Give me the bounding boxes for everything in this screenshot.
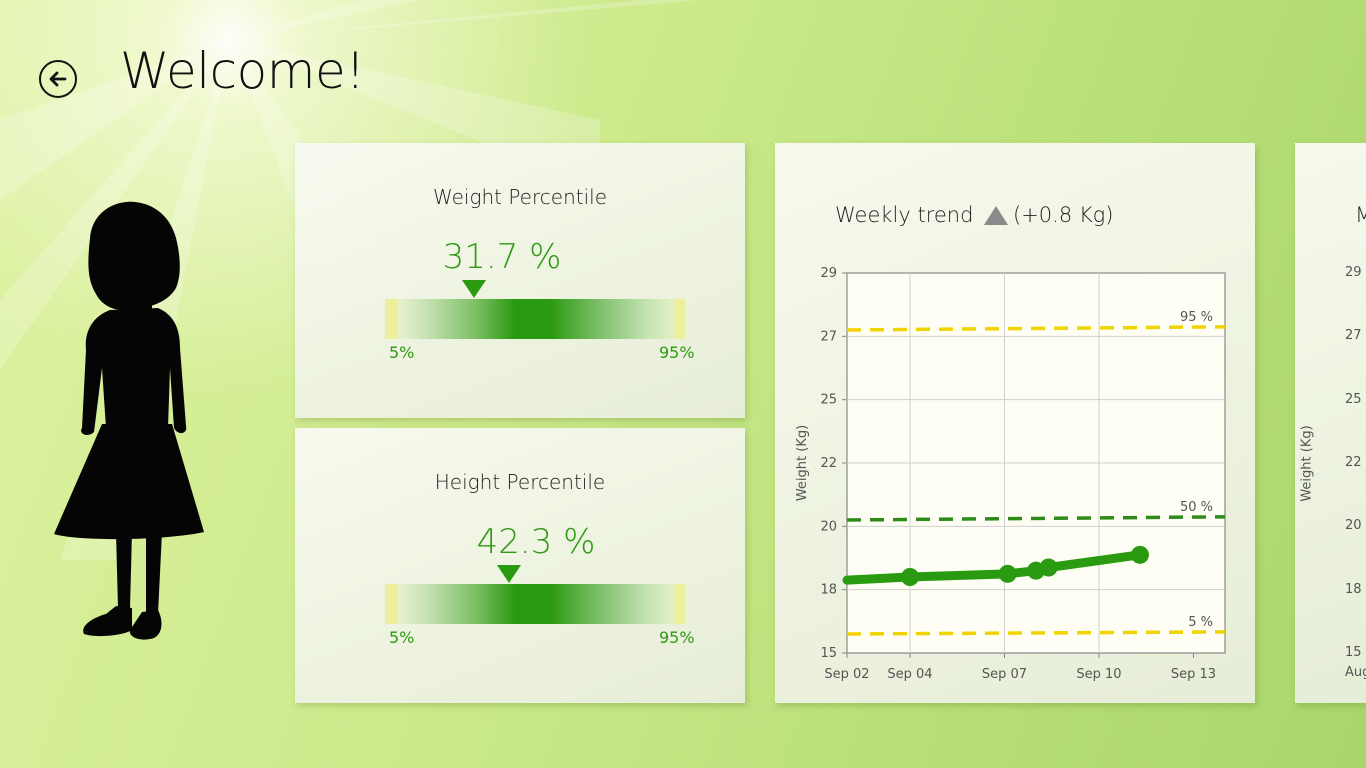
weekly-trend-title: Weekly trend xyxy=(835,203,974,227)
up-triangle-icon xyxy=(984,206,1008,225)
back-button[interactable] xyxy=(39,60,77,98)
x-tick-label: Sep 07 xyxy=(982,667,1027,682)
percentile-reference-label: 5 % xyxy=(1188,615,1213,630)
y-tick-label: 25 xyxy=(820,393,837,408)
weight-percentile-title: Weight Percentile xyxy=(432,185,607,209)
percentile-reference-line xyxy=(846,630,1226,636)
partial-card-ylabel: Weight (Kg) xyxy=(1299,425,1315,502)
height-percentile-title: Height Percentile xyxy=(434,470,606,494)
weight-data-point xyxy=(1039,558,1058,577)
height-percentile-card[interactable]: Height Percentile 42.3 % 5% 95% xyxy=(295,428,745,703)
weight-percentile-card[interactable]: Weight Percentile 31.7 % 5% 95% xyxy=(295,143,745,418)
x-tick-label: Sep 04 xyxy=(887,667,932,682)
partial-y-tick-label: 22 xyxy=(1345,455,1362,470)
height-percentile-marker xyxy=(497,565,522,583)
weight-percentile-marker xyxy=(462,280,486,298)
partial-card-title: M xyxy=(1355,203,1366,227)
weekly-trend-delta: (+0.8 Kg) xyxy=(1013,203,1114,227)
monthly-trend-card-partial[interactable]: M Weight (Kg) 29 27 25 22 20 18 15 Aug xyxy=(1295,143,1366,703)
weekly-trend-chart: 29 27 25 22 20 18 15 Sep 02 Sep 04 Sep 07 Sep 10 Se… xyxy=(795,266,1226,682)
weight-percentile-value: 31.7 % xyxy=(442,237,562,277)
partial-card-x-tick: Aug xyxy=(1345,665,1366,680)
weight-series-line xyxy=(842,550,1145,585)
x-tick-label: Sep 13 xyxy=(1171,667,1216,682)
weekly-trend-card[interactable]: Weekly trend (+0.8 Kg) 29 27 25 22 20 18 15 Sep… xyxy=(775,143,1255,703)
weight-data-point xyxy=(1130,545,1149,564)
height-max-label: 95% xyxy=(659,628,695,647)
x-tick-label: Sep 10 xyxy=(1076,667,1121,682)
partial-y-tick-label: 25 xyxy=(1345,391,1362,407)
partial-y-tick-label: 18 xyxy=(1345,581,1362,597)
y-tick-label: 18 xyxy=(820,583,837,598)
percentile-reference-line xyxy=(846,325,1226,332)
weight-data-point xyxy=(998,564,1017,583)
child-silhouette-image xyxy=(54,201,204,640)
y-tick-label: 27 xyxy=(820,329,837,344)
percentile-reference-label: 50 % xyxy=(1180,500,1213,515)
y-axis-label: Weight (Kg) xyxy=(795,425,810,501)
y-tick-label: 22 xyxy=(820,456,837,471)
partial-y-tick-label: 29 xyxy=(1345,265,1362,280)
back-arrow-icon xyxy=(49,71,67,87)
weight-max-label: 95% xyxy=(659,343,695,362)
partial-y-tick-label: 15 xyxy=(1345,645,1362,660)
height-min-label: 5% xyxy=(389,628,415,647)
partial-y-tick-label: 27 xyxy=(1345,328,1362,344)
partial-y-tick-label: 20 xyxy=(1345,518,1362,534)
percentile-reference-label: 95 % xyxy=(1180,310,1213,325)
y-tick-label: 20 xyxy=(820,519,837,534)
weight-min-label: 5% xyxy=(389,343,415,362)
page-title: Welcome! xyxy=(120,42,365,100)
weight-percentile-bar xyxy=(385,299,685,339)
y-tick-label: 29 xyxy=(820,266,837,281)
height-percentile-value: 42.3 % xyxy=(476,522,596,562)
weight-data-point xyxy=(901,568,919,586)
x-tick-label: Sep 02 xyxy=(824,667,869,682)
height-percentile-bar xyxy=(385,584,685,624)
percentile-reference-line xyxy=(846,515,1226,522)
y-tick-label: 15 xyxy=(820,646,837,661)
